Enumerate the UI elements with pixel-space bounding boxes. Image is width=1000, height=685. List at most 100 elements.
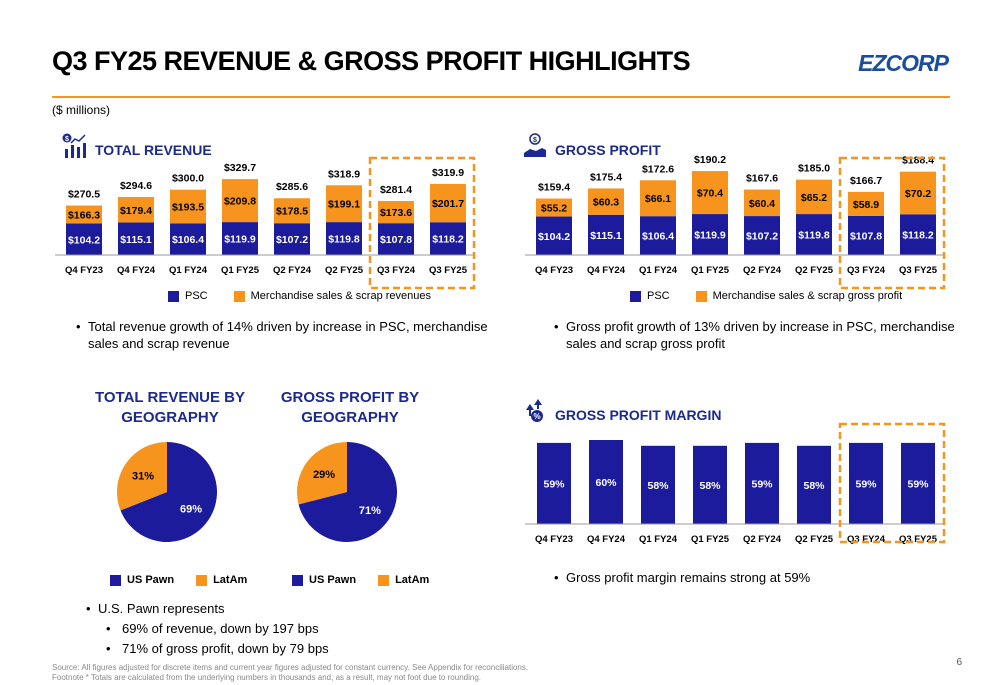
x-tick-label: Q2 FY24 — [273, 265, 312, 276]
x-tick-label: Q3 FY25 — [899, 265, 938, 276]
data-label-psc: $118.2 — [432, 234, 464, 246]
profit-geo-legend: US Pawn LatAm — [292, 574, 429, 586]
data-label-psc: $107.8 — [850, 230, 882, 242]
bar-merch — [378, 201, 414, 224]
revenue-geo-title: TOTAL REVENUE BY GEOGRAPHY — [94, 389, 246, 426]
geography-bullet-sub-1: • 69% of revenue, down by 197 bps — [106, 621, 319, 636]
bar-merch — [326, 185, 362, 223]
profit-geo-title: GROSS PROFIT BY GEOGRAPHY — [280, 389, 420, 426]
data-label-merch: $178.5 — [276, 206, 308, 218]
pie-label: 69% — [180, 503, 202, 515]
highlight-box — [838, 422, 946, 544]
bar-psc — [796, 214, 832, 255]
bar-chart-dollar-icon: $ — [62, 133, 88, 159]
bar-psc — [326, 222, 362, 255]
percent-growth-icon: % — [523, 398, 549, 424]
ezcorp-logo: EZCORP — [858, 50, 949, 76]
data-label-psc: $106.4 — [642, 231, 674, 243]
pie-label: 71% — [359, 505, 381, 517]
bar-psc — [222, 222, 258, 255]
bar-psc — [848, 215, 884, 255]
page-title: Q3 FY25 REVENUE & GROSS PROFIT HIGHLIGHT… — [52, 46, 691, 76]
data-label-psc: $119.9 — [224, 234, 256, 246]
x-tick-label: Q4 FY24 — [587, 265, 626, 276]
x-tick-label: Q1 FY24 — [639, 265, 678, 276]
x-tick-label: Q4 FY24 — [117, 265, 156, 276]
bar-merch — [640, 180, 676, 217]
data-label-psc: $119.9 — [694, 230, 726, 242]
data-label-margin: 59% — [751, 478, 773, 490]
legend-label-merch: Merchandise sales & scrap revenues — [250, 290, 431, 302]
bar-psc — [640, 216, 676, 255]
bar-margin — [641, 445, 675, 524]
x-tick-label: Q2 FY25 — [325, 265, 364, 276]
data-label-total: $175.4 — [590, 171, 622, 183]
data-label-total: $159.4 — [538, 182, 570, 194]
data-label-psc: $107.2 — [276, 234, 308, 246]
footnotes: Source: All figures adjusted for discret… — [52, 663, 529, 682]
data-label-margin: 58% — [699, 480, 721, 492]
bar-margin — [797, 445, 831, 524]
pie-slice-latam — [297, 442, 347, 505]
data-label-merch: $70.2 — [905, 188, 931, 200]
total-revenue-title: TOTAL REVENUE — [95, 142, 212, 158]
data-label-margin: 59% — [907, 478, 929, 490]
data-label-margin: 60% — [595, 477, 617, 489]
data-label-total: $188.4 — [902, 155, 934, 167]
data-label-total: $166.7 — [850, 175, 882, 187]
bar-psc — [274, 223, 310, 255]
bar-psc — [170, 223, 206, 255]
bar-margin — [589, 440, 623, 524]
data-label-total: $294.6 — [120, 180, 152, 192]
bar-merch — [222, 179, 258, 223]
data-label-total: $329.7 — [224, 162, 256, 174]
data-label-psc: $119.8 — [798, 230, 830, 242]
bar-merch — [274, 198, 310, 224]
total-revenue-chart: $104.2 $166.3 $270.5 Q4 FY23 $115.1 $179.4 $29… — [55, 156, 476, 290]
bar-margin — [693, 445, 727, 524]
units-note: ($ millions) — [52, 103, 111, 117]
revenue-geography-pie: 69% 31% — [117, 442, 217, 542]
x-tick-label: Q1 FY25 — [691, 534, 730, 545]
bar-psc — [66, 223, 102, 255]
bar-margin — [537, 442, 571, 524]
data-label-margin: 58% — [647, 480, 669, 492]
bar-merch — [900, 171, 936, 215]
data-label-psc: $107.8 — [380, 234, 412, 246]
gross-profit-margin-bullet: • Gross profit margin remains strong at 5… — [554, 570, 811, 585]
bar-merch — [536, 198, 572, 217]
gross-profit-legend: PSC Merchandise sales & scrap gross prof… — [630, 290, 902, 302]
data-label-total: $319.9 — [432, 167, 464, 179]
bar-merch — [170, 189, 206, 224]
x-tick-label: Q2 FY25 — [795, 265, 834, 276]
bar-margin — [901, 442, 935, 524]
data-label-total: $167.6 — [746, 173, 778, 185]
gross-profit-chart: $104.2 $55.2 $159.4 Q4 FY23 $115.1 $60.3 $175.… — [525, 155, 946, 290]
x-tick-label: Q2 FY24 — [743, 534, 782, 545]
page-number: 6 — [956, 657, 962, 668]
svg-text:$: $ — [65, 136, 69, 143]
x-tick-label: Q3 FY25 — [429, 265, 468, 276]
data-label-total: $285.6 — [276, 181, 308, 193]
x-tick-label: Q1 FY24 — [169, 265, 208, 276]
bar-merch — [744, 189, 780, 217]
pie-label: 29% — [313, 469, 335, 481]
bar-psc — [430, 222, 466, 255]
x-tick-label: Q1 FY25 — [221, 265, 260, 276]
legend-swatch-psc — [168, 290, 179, 302]
bar-psc — [900, 214, 936, 255]
x-tick-label: Q3 FY24 — [847, 265, 886, 276]
gross-profit-margin-chart: 59% Q4 FY23 60% Q4 FY24 58% Q1 FY24 58% Q1 FY25… — [525, 422, 946, 545]
data-label-merch: $60.4 — [749, 198, 775, 210]
pie-slice-us-pawn — [120, 442, 217, 542]
x-tick-label: Q3 FY25 — [899, 534, 938, 545]
data-label-psc: $104.2 — [538, 231, 570, 243]
gross-profit-margin-title: GROSS PROFIT MARGIN — [555, 407, 722, 423]
bar-merch — [430, 183, 466, 223]
data-label-merch: $66.1 — [645, 193, 671, 205]
data-label-psc: $107.2 — [746, 231, 778, 243]
pie-slice-us-pawn — [298, 442, 397, 542]
data-label-margin: 59% — [855, 478, 877, 490]
total-revenue-bullet: • Total revenue growth of 14% driven by i… — [76, 319, 488, 351]
data-label-merch: $65.2 — [801, 192, 827, 204]
